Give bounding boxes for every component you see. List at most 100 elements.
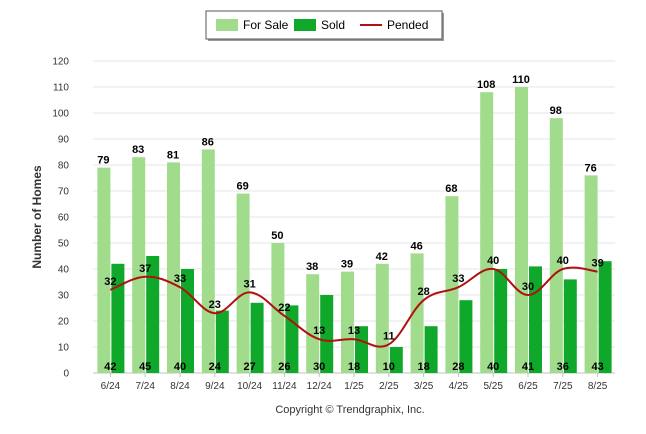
sold-bar [215, 310, 229, 373]
sold-data-label: 45 [139, 361, 151, 373]
for-sale-data-label: 81 [167, 149, 179, 161]
y-tick-label: 120 [52, 57, 69, 68]
for-sale-data-label: 39 [341, 259, 353, 271]
for-sale-data-label: 79 [97, 155, 109, 167]
y-tick-label: 90 [58, 135, 70, 146]
for-sale-bar [341, 271, 354, 373]
x-tick-label: 7/24 [135, 381, 155, 392]
sold-bar [424, 326, 438, 373]
y-tick-label: 80 [58, 161, 70, 172]
sold-bar [146, 256, 160, 373]
for-sale-data-label: 42 [376, 251, 388, 263]
for-sale-bar [306, 274, 320, 373]
sold-bar [355, 326, 368, 373]
x-tick-label: 8/24 [170, 381, 190, 392]
for-sale-data-label: 69 [236, 181, 248, 193]
sold-bar [563, 279, 577, 373]
sold-data-label: 41 [522, 361, 534, 373]
sold-data-label: 18 [348, 361, 360, 373]
sold-data-label: 18 [417, 361, 429, 373]
sold-data-label: 43 [591, 361, 603, 373]
for-sale-bar [515, 87, 528, 373]
x-tick-label: 8/25 [588, 381, 608, 392]
for-sale-bar [445, 196, 459, 373]
legend-swatch [294, 19, 316, 31]
for-sale-data-label: 76 [584, 162, 596, 174]
y-tick-label: 40 [58, 265, 70, 276]
sold-bar [320, 295, 334, 373]
sold-bar [529, 266, 542, 373]
pended-data-label: 33 [174, 273, 186, 285]
for-sale-data-label: 110 [512, 74, 530, 86]
for-sale-data-label: 98 [550, 105, 562, 117]
pended-data-label: 23 [209, 299, 221, 311]
legend: For Sale Sold Pended [205, 10, 444, 41]
sold-data-label: 40 [487, 361, 499, 373]
for-sale-data-label: 83 [132, 144, 144, 156]
sold-bar [250, 302, 264, 373]
for-sale-bar [375, 263, 389, 373]
x-tick-label: 1/25 [344, 381, 364, 392]
x-tick-label: 2/25 [379, 381, 399, 392]
x-tick-label: 5/25 [483, 381, 503, 392]
for-sale-data-label: 86 [202, 136, 214, 148]
x-tick-label: 11/24 [272, 381, 297, 392]
for-sale-bar [271, 243, 285, 373]
pended-data-label: 40 [557, 255, 569, 267]
sold-data-label: 28 [452, 361, 464, 373]
y-tick-label: 10 [58, 343, 70, 354]
y-tick-label: 100 [52, 109, 69, 120]
y-axis: 0 10 20 30 40 50 60 70 80 90 100 110 120 [52, 57, 69, 380]
legend-item-for-sale-label: For Sale [243, 18, 289, 32]
for-sale-bar [167, 162, 180, 373]
for-sale-bar [480, 92, 494, 373]
sold-data-label: 26 [278, 361, 290, 373]
y-tick-label: 30 [58, 291, 70, 302]
legend-item-pended-label: Pended [387, 18, 428, 32]
for-sale-bar [549, 118, 563, 373]
pended-data-label: 40 [487, 255, 499, 267]
x-tick-label: 10/24 [237, 381, 262, 392]
bars-layer [97, 87, 612, 373]
data-labels-layer: 79 42 83 45 81 40 86 24 69 27 50 26 38 30 39 18 42 10 46 18… [97, 74, 603, 373]
pended-data-label: 22 [278, 302, 290, 314]
for-sale-bar [132, 157, 146, 373]
x-tick-label: 6/25 [518, 381, 538, 392]
sold-bar [111, 263, 125, 373]
x-tick-label: 6/24 [101, 381, 121, 392]
pended-data-label: 31 [243, 278, 255, 290]
for-sale-data-label: 50 [271, 230, 283, 242]
y-tick-label: 50 [58, 239, 70, 250]
pended-data-label: 33 [452, 273, 464, 285]
for-sale-bar [584, 175, 598, 373]
sold-data-label: 10 [383, 361, 395, 373]
x-tick-label: 12/24 [307, 381, 332, 392]
sold-bar [285, 305, 299, 373]
sold-bar [494, 269, 508, 373]
pended-data-label: 37 [139, 263, 151, 275]
y-tick-label: 60 [58, 213, 70, 224]
pended-data-label: 13 [313, 325, 325, 337]
for-sale-data-label: 38 [306, 261, 318, 273]
pended-line-layer [110, 266, 598, 348]
y-tick-label: 70 [58, 187, 70, 198]
y-tick-label: 20 [58, 317, 70, 328]
for-sale-data-label: 108 [477, 79, 495, 91]
for-sale-bar [97, 167, 111, 373]
pended-data-label: 30 [522, 281, 534, 293]
sold-bar [459, 300, 473, 373]
legend-item-sold-label: Sold [321, 18, 345, 32]
sold-bar [598, 261, 612, 373]
for-sale-data-label: 46 [410, 240, 422, 252]
x-tick-label: 9/24 [205, 381, 225, 392]
sold-data-label: 27 [243, 361, 255, 373]
copyright-credit: Copyright © Trendgraphix, Inc. [275, 404, 424, 416]
legend-swatch [216, 19, 238, 31]
pended-data-label: 28 [417, 286, 429, 298]
pended-data-label: 39 [591, 258, 603, 270]
pended-line [110, 266, 598, 348]
legend-box [205, 10, 443, 40]
pended-data-label: 11 [383, 330, 395, 342]
for-sale-data-label: 68 [445, 183, 457, 195]
